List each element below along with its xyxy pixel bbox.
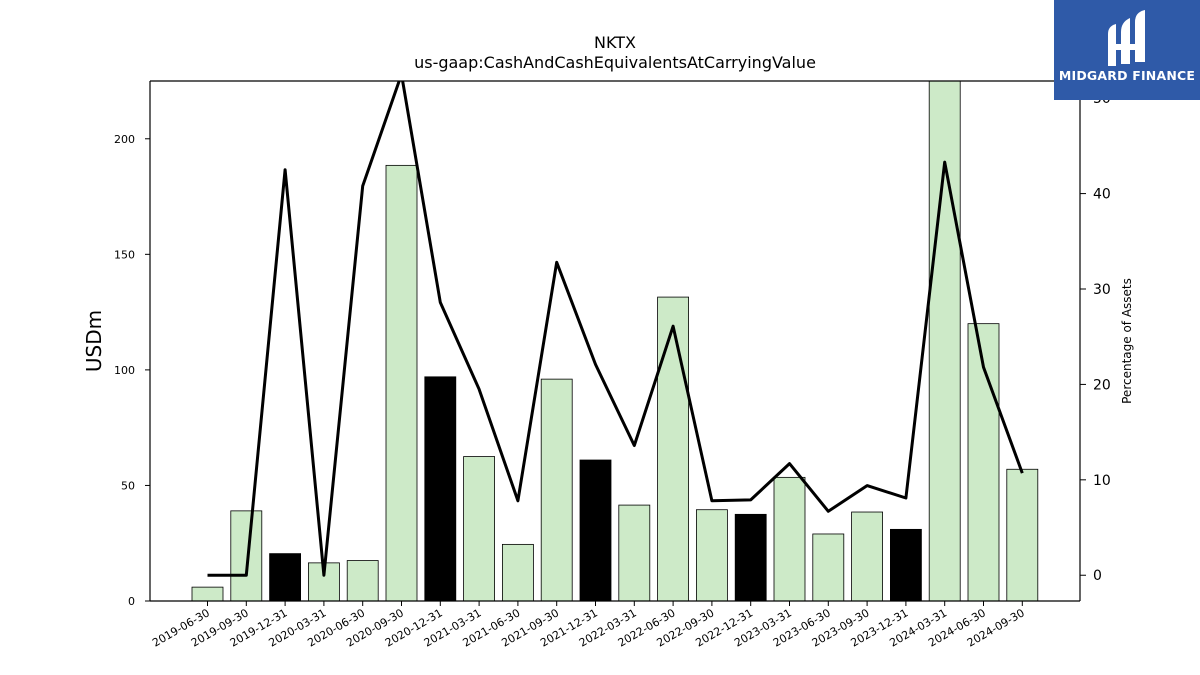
bar <box>424 376 457 602</box>
y-tick-label: 50 <box>121 479 135 492</box>
chart-title: NKTX <box>594 33 636 52</box>
y2-tick-label: 20 <box>1093 377 1111 393</box>
bar <box>501 543 534 602</box>
y-tick-label: 150 <box>114 248 135 261</box>
bar <box>773 476 806 602</box>
bar <box>851 511 883 602</box>
bar <box>657 296 689 602</box>
y2-tick-label: 0 <box>1093 568 1102 584</box>
y2-tick-label: 10 <box>1093 473 1111 489</box>
bar <box>346 560 379 602</box>
bar <box>269 553 302 602</box>
bar <box>890 528 922 602</box>
logo-mark-icon <box>1108 10 1145 66</box>
y-tick-label: 200 <box>114 133 135 146</box>
y-tick-label: 0 <box>128 595 135 608</box>
bar <box>734 513 767 602</box>
y2-tick-label: 40 <box>1093 187 1111 203</box>
y2-axis-label: Percentage of Assets <box>1120 278 1134 404</box>
bar <box>230 510 263 602</box>
bar <box>385 164 418 602</box>
chart-subtitle: us-gaap:CashAndCashEquivalentsAtCarrying… <box>414 53 816 72</box>
bar <box>463 456 496 602</box>
bar <box>579 459 612 602</box>
bar <box>696 509 728 602</box>
bar <box>1006 468 1039 602</box>
bar <box>812 533 845 602</box>
plot-area: 050100150200010203040502019-06-302019-09… <box>114 80 1111 650</box>
y-tick-label: 100 <box>114 364 135 377</box>
logo-text: MIDGARD FINANCE <box>1058 68 1196 83</box>
bar <box>540 378 573 602</box>
bar <box>618 504 651 602</box>
bar <box>928 80 961 602</box>
brand-logo: MIDGARD FINANCE <box>1054 0 1200 100</box>
y2-tick-label: 30 <box>1093 282 1111 298</box>
y-axis-label: USDm <box>82 310 106 372</box>
bar <box>191 586 224 602</box>
line-series <box>207 81 1024 577</box>
